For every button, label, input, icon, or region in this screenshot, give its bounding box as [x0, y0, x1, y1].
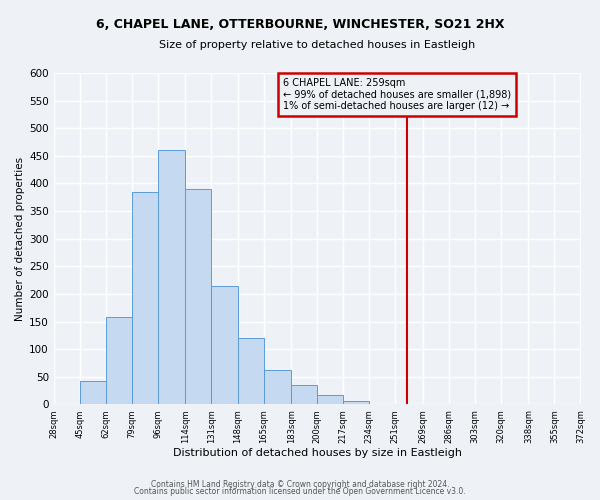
Bar [132, 192, 158, 404]
Bar [343, 400, 369, 404]
Y-axis label: Number of detached properties: Number of detached properties [15, 156, 25, 321]
Text: Contains HM Land Registry data © Crown copyright and database right 2024.: Contains HM Land Registry data © Crown c… [151, 480, 449, 489]
Text: Contains public sector information licensed under the Open Government Licence v3: Contains public sector information licen… [134, 487, 466, 496]
Bar [185, 189, 211, 404]
Title: Size of property relative to detached houses in Eastleigh: Size of property relative to detached ho… [159, 40, 475, 50]
Bar [106, 317, 132, 404]
Bar [211, 286, 238, 405]
Text: 6 CHAPEL LANE: 259sqm
← 99% of detached houses are smaller (1,898)
1% of semi-de: 6 CHAPEL LANE: 259sqm ← 99% of detached … [283, 78, 511, 111]
Bar [263, 370, 291, 404]
Bar [317, 394, 343, 404]
Text: 6, CHAPEL LANE, OTTERBOURNE, WINCHESTER, SO21 2HX: 6, CHAPEL LANE, OTTERBOURNE, WINCHESTER,… [96, 18, 504, 30]
Bar [80, 382, 106, 404]
Bar [238, 338, 263, 404]
Bar [158, 150, 185, 404]
Bar [291, 385, 317, 404]
X-axis label: Distribution of detached houses by size in Eastleigh: Distribution of detached houses by size … [173, 448, 461, 458]
